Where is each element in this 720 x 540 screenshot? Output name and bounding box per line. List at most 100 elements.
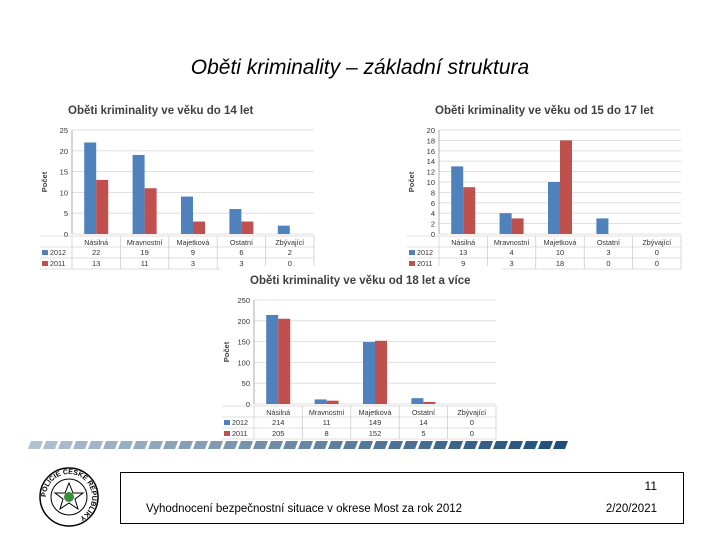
data-table-value: 13 [459, 248, 467, 257]
y-tick-label: 10 [427, 178, 435, 187]
bar-2012-Mravnostní [132, 154, 145, 234]
chart-title: Oběti kriminality ve věku od 18 let a ví… [250, 275, 471, 287]
stripe-segment [283, 441, 298, 449]
data-table-value: 2 [288, 248, 292, 257]
stripe-segment [313, 441, 328, 449]
y-tick-label: 250 [237, 296, 250, 305]
data-table-value: 0 [288, 259, 292, 268]
stripe-segment [388, 441, 403, 449]
stripe-segment [553, 441, 568, 449]
legend-key-2012 [42, 250, 48, 255]
x-category-label: Ostatní [412, 408, 435, 417]
data-table-value: 0 [655, 259, 659, 268]
stripe-segment [433, 441, 448, 449]
x-category-label: Ostatní [230, 238, 253, 247]
stripe-segment [103, 441, 118, 449]
bar-2011-Násilná [278, 318, 291, 404]
data-table-value: 14 [419, 418, 427, 427]
data-table-value: 0 [606, 259, 610, 268]
bar-2012-Mravnostní [314, 399, 327, 404]
x-category-label: Zbývající [275, 238, 304, 247]
stripe-segment [73, 441, 88, 449]
stripe-segment [253, 441, 268, 449]
chart-panel-under-14: Oběti kriminality ve věku do 14 let 0 5 10 1… [38, 96, 320, 272]
x-category-label: Majetková [177, 238, 210, 247]
legend-key-2012 [224, 420, 230, 425]
y-tick-label: 18 [427, 136, 435, 145]
slide-title: Oběti kriminality – základní struktura [190, 56, 530, 79]
bar-2012-Mravnostní [499, 213, 512, 234]
x-category-label: Mravnostní [309, 408, 345, 417]
bar-2012-Majetková [363, 342, 375, 404]
y-tick-label: 20 [427, 126, 435, 135]
stripe-segment [28, 441, 43, 449]
page-number: 11 [644, 479, 657, 493]
y-tick-label: 5 [64, 209, 68, 218]
stripe-segment [493, 441, 508, 449]
y-tick-label: 10 [60, 188, 68, 197]
stripe-segment [238, 441, 253, 449]
chart-title: Oběti kriminality ve věku do 14 let [68, 105, 254, 117]
y-tick-label: 20 [60, 147, 68, 156]
chart-svg: Oběti kriminality ve věku od 18 let a ví… [222, 275, 497, 440]
y-tick-label: 16 [427, 147, 435, 156]
data-table-value: 4 [510, 248, 514, 257]
stripe-segment [208, 441, 223, 449]
bar-2011-Ostatní [423, 401, 436, 404]
stripe-segment [418, 441, 433, 449]
data-table-value: 0 [470, 418, 474, 427]
data-table-value: 9 [461, 259, 465, 268]
data-table-value: 13 [92, 259, 100, 268]
data-table-value: 8 [325, 429, 329, 438]
chart-svg: Oběti kriminality ve věku do 14 let 0 5 10 1… [40, 105, 315, 270]
bar-2012-Majetková [181, 196, 193, 234]
bar-2011-Násilná [463, 187, 476, 234]
bar-2012-Násilná [266, 314, 279, 404]
stripe-segment [133, 441, 148, 449]
stripe-segment [88, 441, 103, 449]
y-axis-label: Počet [222, 341, 231, 362]
legend-key-2011 [42, 261, 48, 266]
stripe-segment [523, 441, 538, 449]
y-tick-label: 12 [427, 168, 435, 177]
data-table-value: 9 [191, 248, 195, 257]
bar-2011-Mravnostní [511, 218, 524, 234]
data-table-value: 214 [272, 418, 285, 427]
bar-2011-Ostatní [241, 221, 254, 234]
stripe-segment [538, 441, 553, 449]
y-tick-label: 50 [242, 379, 250, 388]
data-table-value: 3 [606, 248, 610, 257]
y-tick-label: 6 [431, 199, 435, 208]
bar-2012-Zbývající [277, 225, 290, 234]
bar-2012-Násilná [84, 142, 97, 234]
chart-title: Oběti kriminality ve věku od 15 do 17 le… [435, 105, 654, 117]
chart-svg: Oběti kriminality ve věku od 15 do 17 le… [407, 105, 682, 270]
y-tick-label: 200 [237, 317, 250, 326]
legend-key-2011 [224, 431, 230, 436]
legend-label: 2011 [50, 259, 65, 268]
data-table-value: 5 [421, 429, 425, 438]
x-category-label: Majetková [359, 408, 392, 417]
stripe-segment [268, 441, 283, 449]
stripe-segment [43, 441, 58, 449]
data-table-value: 18 [556, 259, 564, 268]
data-table-value: 152 [369, 429, 382, 438]
stripe-segment [193, 441, 208, 449]
legend-label: 2012 [417, 248, 433, 257]
stripe-segment [163, 441, 178, 449]
y-tick-label: 8 [431, 188, 435, 197]
bar-2011-Majetková [375, 340, 387, 404]
stripe-segment [463, 441, 478, 449]
legend-label: 2011 [417, 259, 432, 268]
bar-2011-Majetková [193, 221, 205, 234]
chart-panel-15-to-17: Oběti kriminality ve věku od 15 do 17 le… [405, 96, 687, 272]
x-category-label: Zbývající [457, 408, 486, 417]
data-table-value: 19 [140, 248, 148, 257]
bar-2012-Ostatní [596, 218, 609, 234]
footer-date: 2/20/2021 [605, 503, 657, 515]
x-category-label: Mravnostní [494, 238, 530, 247]
stripe-segment [448, 441, 463, 449]
stripe-segment [403, 441, 418, 449]
legend-key-2011 [409, 261, 415, 266]
